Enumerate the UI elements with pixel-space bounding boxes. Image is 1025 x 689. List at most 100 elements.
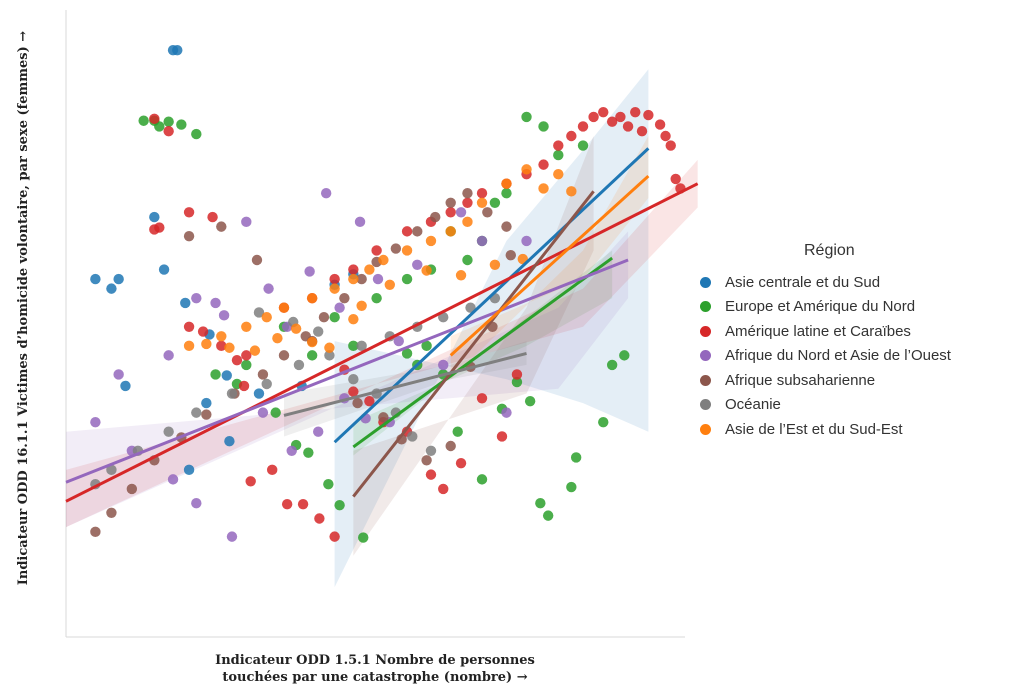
legend-item: Amérique latine et Caraïbes xyxy=(700,319,951,344)
data-point xyxy=(505,250,516,261)
data-point xyxy=(407,431,418,442)
data-point xyxy=(261,312,272,323)
data-point xyxy=(257,407,269,418)
data-point xyxy=(257,369,269,380)
data-point xyxy=(401,348,413,359)
data-point xyxy=(163,116,174,127)
legend-item: Asie de l’Est et du Sud-Est xyxy=(700,417,951,442)
data-point xyxy=(476,393,488,404)
data-point xyxy=(643,109,654,121)
data-point xyxy=(438,312,449,323)
data-point xyxy=(393,335,404,347)
confidence-bands xyxy=(66,69,698,588)
data-point xyxy=(577,140,589,151)
data-point xyxy=(263,283,274,294)
data-point xyxy=(438,483,449,495)
scatter-points xyxy=(90,44,686,543)
data-point xyxy=(598,106,609,118)
data-point xyxy=(270,407,281,418)
data-point xyxy=(216,340,227,352)
data-point xyxy=(154,121,165,132)
data-point xyxy=(606,116,618,127)
data-point xyxy=(566,186,577,197)
data-point xyxy=(455,457,467,469)
data-point xyxy=(462,254,473,266)
data-point xyxy=(553,140,564,151)
data-point xyxy=(660,130,671,142)
data-point xyxy=(356,340,367,352)
data-point xyxy=(511,369,523,380)
legend: Région Asie centrale et du Sud Europe et … xyxy=(700,242,951,442)
data-point xyxy=(210,297,221,309)
data-point xyxy=(251,254,263,266)
data-point xyxy=(149,211,160,223)
data-point xyxy=(329,283,340,294)
data-point xyxy=(221,370,232,381)
legend-items: Asie centrale et du Sud Europe et Amériqu… xyxy=(700,270,951,442)
data-point xyxy=(303,447,314,458)
data-point xyxy=(106,507,117,518)
data-point xyxy=(329,312,340,323)
regression-line xyxy=(352,256,614,449)
data-point xyxy=(412,259,423,270)
data-point xyxy=(348,264,359,275)
data-point xyxy=(313,426,324,437)
data-point xyxy=(106,464,117,476)
legend-marker xyxy=(700,325,711,337)
data-point xyxy=(231,354,243,366)
regression-line xyxy=(333,147,650,444)
data-point xyxy=(201,397,212,409)
data-point xyxy=(364,264,375,275)
data-point xyxy=(425,235,437,247)
data-point xyxy=(501,188,512,199)
data-point xyxy=(334,499,345,511)
data-point xyxy=(278,350,290,361)
x-axis-label: Indicateur ODD 1.5.1 Nombre de personnes… xyxy=(215,653,535,685)
data-point xyxy=(553,168,564,180)
data-point xyxy=(496,431,508,442)
data-point xyxy=(654,119,666,130)
data-point xyxy=(191,498,202,509)
legend-label: Asie de l’Est et du Sud-Est xyxy=(725,420,903,438)
data-point xyxy=(501,221,512,232)
data-point xyxy=(356,300,367,311)
data-point xyxy=(183,340,195,352)
data-point xyxy=(348,313,359,325)
data-point xyxy=(191,292,202,304)
data-point xyxy=(665,140,676,151)
legend-item: Asie centrale et du Sud xyxy=(700,270,951,295)
data-point xyxy=(218,310,230,321)
data-point xyxy=(191,128,202,140)
data-point xyxy=(90,416,101,428)
data-point xyxy=(358,532,369,543)
data-point xyxy=(313,326,324,337)
data-point xyxy=(622,121,634,132)
data-point xyxy=(90,273,101,285)
data-point xyxy=(306,336,318,348)
data-point xyxy=(566,130,577,142)
data-point xyxy=(476,188,488,199)
data-point xyxy=(401,273,413,285)
data-point xyxy=(553,149,564,161)
data-point xyxy=(445,207,456,218)
data-point xyxy=(521,164,532,175)
legend-label: Océanie xyxy=(725,396,781,414)
data-point xyxy=(306,292,318,304)
data-point xyxy=(180,297,191,309)
data-point xyxy=(476,235,488,247)
legend-label: Afrique subsaharienne xyxy=(725,371,876,389)
data-point xyxy=(120,380,131,392)
data-point xyxy=(452,426,463,437)
data-point xyxy=(570,452,582,463)
legend-label: Amérique latine et Caraïbes xyxy=(725,322,911,340)
legend-marker xyxy=(700,374,711,386)
data-point xyxy=(421,265,432,276)
data-point xyxy=(216,331,227,342)
data-point xyxy=(476,474,488,485)
data-point xyxy=(511,376,523,388)
data-point xyxy=(216,221,227,232)
data-point xyxy=(278,302,290,313)
legend-marker xyxy=(700,301,711,313)
data-point xyxy=(224,342,235,353)
data-point xyxy=(286,445,297,456)
